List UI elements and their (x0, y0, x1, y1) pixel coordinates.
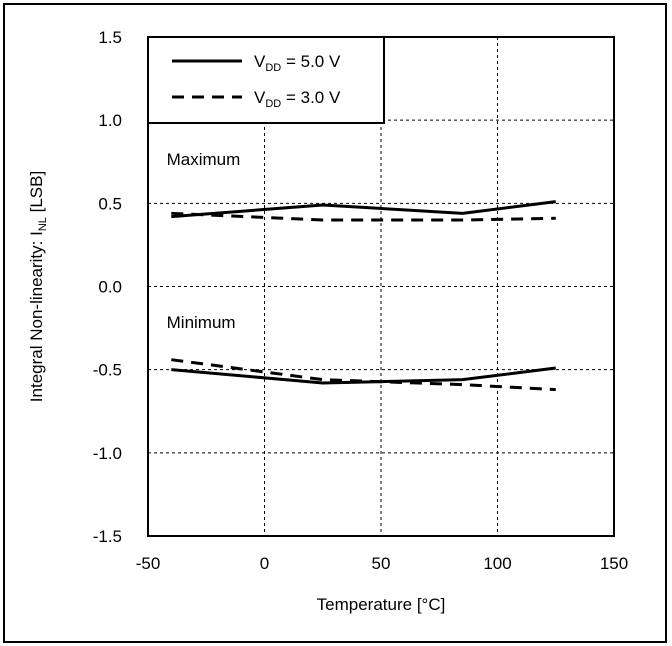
x-tick-label: 100 (483, 554, 511, 573)
y-tick-label: 1.5 (98, 28, 122, 47)
y-tick-labels: -1.5 -1.0 -0.5 0.0 0.5 1.0 1.5 (93, 28, 122, 546)
series-line-max-vdd-5v (171, 200, 556, 219)
y-tick-label: 1.0 (98, 111, 122, 130)
y-tick-label: 0.0 (98, 278, 122, 297)
y-tick-label: 0.5 (98, 194, 122, 213)
y-tick-label: -0.5 (93, 361, 122, 380)
legend-label-vdd-3v: VDD = 3.0 V (254, 88, 341, 110)
annotation-maximum: Maximum (167, 150, 241, 169)
legend-label-vdd-5v: VDD = 5.0 V (254, 52, 341, 74)
series-line-min-vdd-3v (171, 358, 556, 392)
series-lines (171, 200, 556, 392)
legend-box (147, 36, 385, 124)
series-line-min-vdd-5v (171, 366, 556, 385)
series-line-max-vdd-3v (171, 211, 556, 222)
grid-lines (148, 37, 614, 536)
x-tick-label: 0 (260, 554, 269, 573)
annotations: Maximum Minimum (167, 150, 241, 332)
x-tick-label: 150 (600, 554, 628, 573)
annotation-minimum: Minimum (167, 313, 236, 332)
y-tick-label: -1.5 (93, 527, 122, 546)
x-axis-title: Temperature [°C] (317, 595, 446, 614)
x-tick-label: -50 (136, 554, 161, 573)
x-tick-label: 50 (372, 554, 391, 573)
y-axis-title: Integral Non-linearity: INL [LSB] (27, 171, 49, 402)
legend: VDD = 5.0 V VDD = 3.0 V (147, 36, 385, 124)
x-tick-labels: -50 0 50 100 150 (136, 554, 628, 573)
y-tick-label: -1.0 (93, 444, 122, 463)
